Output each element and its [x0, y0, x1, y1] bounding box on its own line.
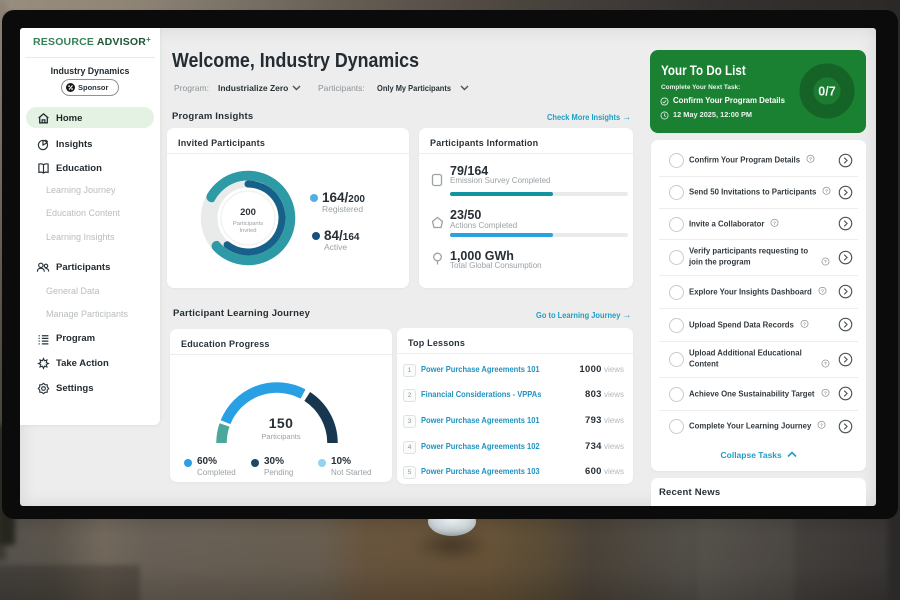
- svg-text:?: ?: [773, 220, 776, 226]
- svg-text:200: 200: [240, 207, 256, 218]
- svg-text:?: ?: [809, 156, 812, 162]
- svg-text:?: ?: [825, 188, 828, 194]
- svg-text:?: ?: [824, 390, 827, 396]
- svg-text:?: ?: [821, 288, 824, 294]
- svg-text:?: ?: [824, 361, 827, 367]
- svg-text:?: ?: [824, 259, 827, 265]
- svg-text:0/7: 0/7: [818, 84, 835, 98]
- svg-text:?: ?: [820, 422, 823, 428]
- svg-text:Participants: Participants: [233, 221, 263, 227]
- svg-text:Invited: Invited: [239, 228, 256, 234]
- svg-text:?: ?: [803, 321, 806, 327]
